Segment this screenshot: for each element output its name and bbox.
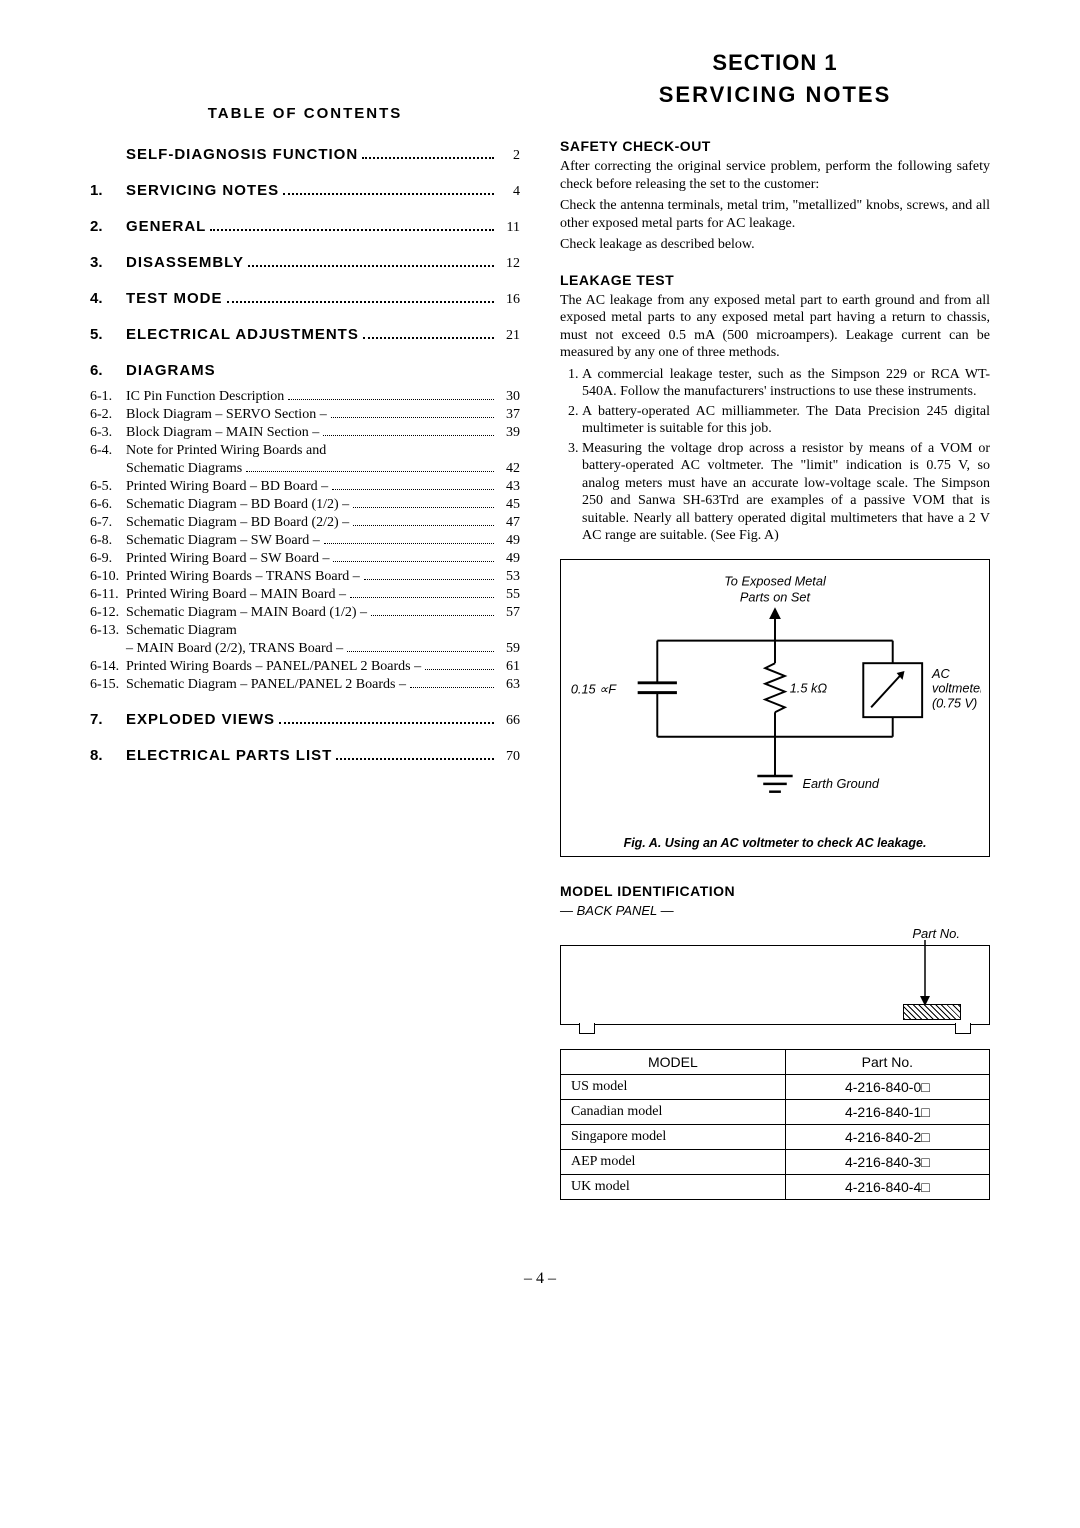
- partno-label: Part No.: [560, 926, 960, 941]
- toc-sub-row: – MAIN Board (2/2), TRANS Board –59: [90, 641, 520, 657]
- figure-a: To Exposed Metal Parts on Set 0.15 ∝F 1.…: [560, 559, 990, 857]
- toc-main-row: 4.TEST MODE16: [90, 290, 520, 308]
- toc-sub-row: 6-11.Printed Wiring Board – MAIN Board –…: [90, 587, 520, 603]
- toc-sub-row: 6-1.IC Pin Function Description30: [90, 389, 520, 405]
- fig-volt-l2: voltmeter: [932, 680, 981, 695]
- model-th-partno: Part No.: [785, 1049, 989, 1074]
- toc-section-6: 6. DIAGRAMS: [90, 362, 520, 379]
- fig-res-label: 1.5 kΩ: [790, 680, 828, 695]
- section-heading: SERVICING NOTES: [560, 82, 990, 108]
- circuit-diagram: To Exposed Metal Parts on Set 0.15 ∝F 1.…: [569, 570, 981, 825]
- toc-title: TABLE OF CONTENTS: [90, 105, 520, 122]
- figure-caption: Fig. A. Using an AC voltmeter to check A…: [569, 836, 981, 850]
- toc-label: SELF-DIAGNOSIS FUNCTION: [126, 146, 358, 163]
- page-number: – 4 –: [90, 1270, 990, 1288]
- toc-sub-row: 6-8.Schematic Diagram – SW Board –49: [90, 533, 520, 549]
- back-panel-diagram: [560, 945, 990, 1025]
- toc-sub-row: 6-15.Schematic Diagram – PANEL/PANEL 2 B…: [90, 677, 520, 693]
- model-th-model: MODEL: [561, 1049, 786, 1074]
- toc-page: 2: [498, 148, 520, 164]
- toc-first: SELF-DIAGNOSIS FUNCTION 2: [90, 146, 520, 164]
- leakage-item: Measuring the voltage drop across a resi…: [582, 440, 990, 545]
- back-panel-label: — BACK PANEL —: [560, 903, 990, 918]
- toc-sub-row: 6-5.Printed Wiring Board – BD Board –43: [90, 479, 520, 495]
- fig-volt-l3: (0.75 V): [932, 695, 977, 710]
- leakage-item: A commercial leakage tester, such as the…: [582, 366, 990, 401]
- fig-cap-label: 0.15 ∝F: [571, 681, 617, 696]
- toc-tail-row: 7.EXPLODED VIEWS66: [90, 711, 520, 729]
- leakage-intro: The AC leakage from any exposed metal pa…: [560, 292, 990, 362]
- fig-volt-l1: AC: [931, 665, 951, 680]
- section-number: SECTION 1: [560, 50, 990, 76]
- toc-main-row: 2.GENERAL11: [90, 218, 520, 236]
- leakage-heading: LEAKAGE TEST: [560, 272, 990, 288]
- toc-sub-row: 6-4.Note for Printed Wiring Boards and: [90, 443, 520, 459]
- leakage-item: A battery-operated AC milliammeter. The …: [582, 403, 990, 438]
- toc-sub-row: 6-6.Schematic Diagram – BD Board (1/2) –…: [90, 497, 520, 513]
- model-row: Singapore model4-216-840-2□: [561, 1124, 990, 1149]
- safety-p1: After correcting the original service pr…: [560, 158, 990, 193]
- model-row: AEP model4-216-840-3□: [561, 1149, 990, 1174]
- toc-sub-row: Schematic Diagrams42: [90, 461, 520, 477]
- toc-sub-row: 6-3.Block Diagram – MAIN Section –39: [90, 425, 520, 441]
- toc-main-row: 1.SERVICING NOTES4: [90, 182, 520, 200]
- toc-sub-row: 6-10.Printed Wiring Boards – TRANS Board…: [90, 569, 520, 585]
- fig-top-label1: To Exposed Metal: [724, 573, 827, 588]
- toc-tail-row: 8.ELECTRICAL PARTS LIST70: [90, 747, 520, 765]
- toc-main-row: 5.ELECTRICAL ADJUSTMENTS21: [90, 326, 520, 344]
- toc-sub-row: 6-13.Schematic Diagram: [90, 623, 520, 639]
- toc-sub-row: 6-2.Block Diagram – SERVO Section –37: [90, 407, 520, 423]
- leakage-list: A commercial leakage tester, such as the…: [560, 366, 990, 545]
- toc-main-row: 3.DISASSEMBLY12: [90, 254, 520, 272]
- model-table: MODEL Part No. US model4-216-840-0□Canad…: [560, 1049, 990, 1200]
- safety-p2: Check the antenna terminals, metal trim,…: [560, 197, 990, 232]
- safety-heading: SAFETY CHECK-OUT: [560, 138, 990, 154]
- model-row: Canadian model4-216-840-1□: [561, 1099, 990, 1124]
- toc-sub-row: 6-12.Schematic Diagram – MAIN Board (1/2…: [90, 605, 520, 621]
- model-row: UK model4-216-840-4□: [561, 1174, 990, 1199]
- safety-p3: Check leakage as described below.: [560, 236, 990, 254]
- fig-top-label2: Parts on Set: [740, 589, 811, 604]
- fig-ground-label: Earth Ground: [802, 775, 879, 790]
- toc-sub-row: 6-14.Printed Wiring Boards – PANEL/PANEL…: [90, 659, 520, 675]
- model-id-heading: MODEL IDENTIFICATION: [560, 883, 990, 899]
- toc-sub-row: 6-7.Schematic Diagram – BD Board (2/2) –…: [90, 515, 520, 531]
- model-row: US model4-216-840-0□: [561, 1074, 990, 1099]
- toc-sub-row: 6-9.Printed Wiring Board – SW Board –49: [90, 551, 520, 567]
